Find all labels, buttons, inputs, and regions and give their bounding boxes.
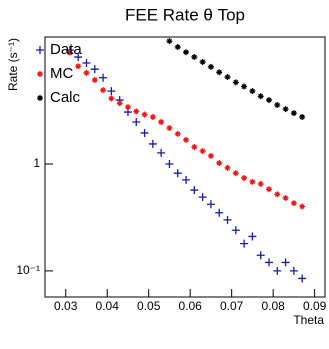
x-tick-label: 0.09 bbox=[303, 299, 327, 313]
y-tick-label: 10⁻¹ bbox=[16, 263, 40, 277]
marker bbox=[199, 58, 206, 65]
marker bbox=[266, 97, 272, 104]
marker bbox=[99, 73, 108, 82]
legend-label: MC bbox=[50, 65, 73, 82]
marker bbox=[223, 215, 232, 224]
marker bbox=[116, 100, 123, 107]
marker bbox=[75, 63, 82, 70]
marker bbox=[165, 159, 174, 168]
marker bbox=[183, 136, 190, 143]
marker bbox=[298, 274, 307, 283]
chart-title: FEE Rate θ Top bbox=[125, 5, 245, 24]
marker bbox=[241, 83, 248, 90]
marker bbox=[289, 266, 298, 275]
marker bbox=[274, 102, 281, 109]
marker bbox=[157, 148, 166, 157]
marker bbox=[100, 87, 107, 94]
x-tick-label: 0.06 bbox=[179, 299, 203, 313]
marker bbox=[232, 79, 239, 86]
marker bbox=[166, 124, 173, 131]
marker bbox=[108, 95, 115, 102]
marker bbox=[140, 128, 149, 137]
marker bbox=[182, 175, 191, 184]
x-tick-label: 0.08 bbox=[261, 299, 285, 313]
marker bbox=[199, 148, 206, 155]
marker bbox=[207, 152, 214, 159]
marker bbox=[191, 144, 198, 151]
marker bbox=[90, 65, 99, 74]
x-tick-label: 0.07 bbox=[220, 299, 244, 313]
marker bbox=[273, 266, 282, 275]
marker bbox=[215, 208, 224, 217]
marker bbox=[148, 139, 157, 148]
legend-marker bbox=[36, 46, 44, 54]
marker bbox=[206, 200, 215, 209]
marker bbox=[66, 49, 73, 56]
marker bbox=[158, 118, 165, 125]
marker bbox=[141, 111, 148, 118]
x-tick-label: 0.03 bbox=[54, 299, 78, 313]
marker bbox=[290, 110, 297, 117]
marker bbox=[282, 106, 289, 113]
marker bbox=[274, 191, 281, 198]
plot-frame bbox=[44, 36, 326, 298]
marker bbox=[249, 88, 256, 95]
legend-marker bbox=[37, 95, 43, 101]
marker bbox=[91, 77, 98, 84]
marker bbox=[265, 258, 273, 267]
marker bbox=[174, 130, 181, 137]
marker bbox=[74, 53, 83, 62]
marker bbox=[266, 186, 272, 193]
marker bbox=[191, 54, 198, 61]
marker bbox=[216, 69, 223, 76]
marker bbox=[83, 69, 90, 76]
y-tick-label: 1 bbox=[33, 156, 40, 170]
x-axis-label: Theta bbox=[293, 313, 324, 327]
marker bbox=[149, 113, 156, 120]
y-axis-label: Rate (s⁻¹) bbox=[6, 38, 20, 91]
marker bbox=[216, 160, 223, 167]
marker bbox=[249, 178, 256, 185]
marker bbox=[207, 63, 214, 70]
marker bbox=[132, 117, 141, 126]
marker bbox=[256, 251, 265, 260]
legend-marker bbox=[37, 71, 43, 77]
x-tick-label: 0.04 bbox=[96, 299, 120, 313]
marker bbox=[124, 104, 131, 111]
marker bbox=[166, 38, 173, 45]
marker bbox=[257, 93, 264, 100]
marker bbox=[282, 195, 289, 202]
marker bbox=[241, 174, 248, 181]
marker bbox=[224, 164, 231, 171]
marker bbox=[248, 232, 257, 241]
marker bbox=[174, 44, 181, 51]
marker bbox=[299, 113, 306, 120]
marker bbox=[190, 186, 199, 195]
marker bbox=[240, 239, 249, 248]
marker bbox=[290, 200, 297, 207]
marker bbox=[232, 170, 239, 177]
marker bbox=[133, 108, 140, 115]
marker bbox=[231, 226, 240, 235]
marker bbox=[183, 49, 190, 56]
marker bbox=[82, 58, 91, 67]
marker bbox=[281, 258, 290, 267]
marker bbox=[224, 74, 231, 81]
marker bbox=[257, 180, 264, 187]
legend-label: Calc bbox=[50, 89, 81, 106]
legend-label: Data bbox=[50, 41, 82, 58]
x-tick-label: 0.05 bbox=[137, 299, 161, 313]
marker bbox=[107, 87, 116, 96]
marker bbox=[198, 193, 207, 202]
marker bbox=[173, 169, 182, 178]
marker bbox=[299, 203, 306, 210]
